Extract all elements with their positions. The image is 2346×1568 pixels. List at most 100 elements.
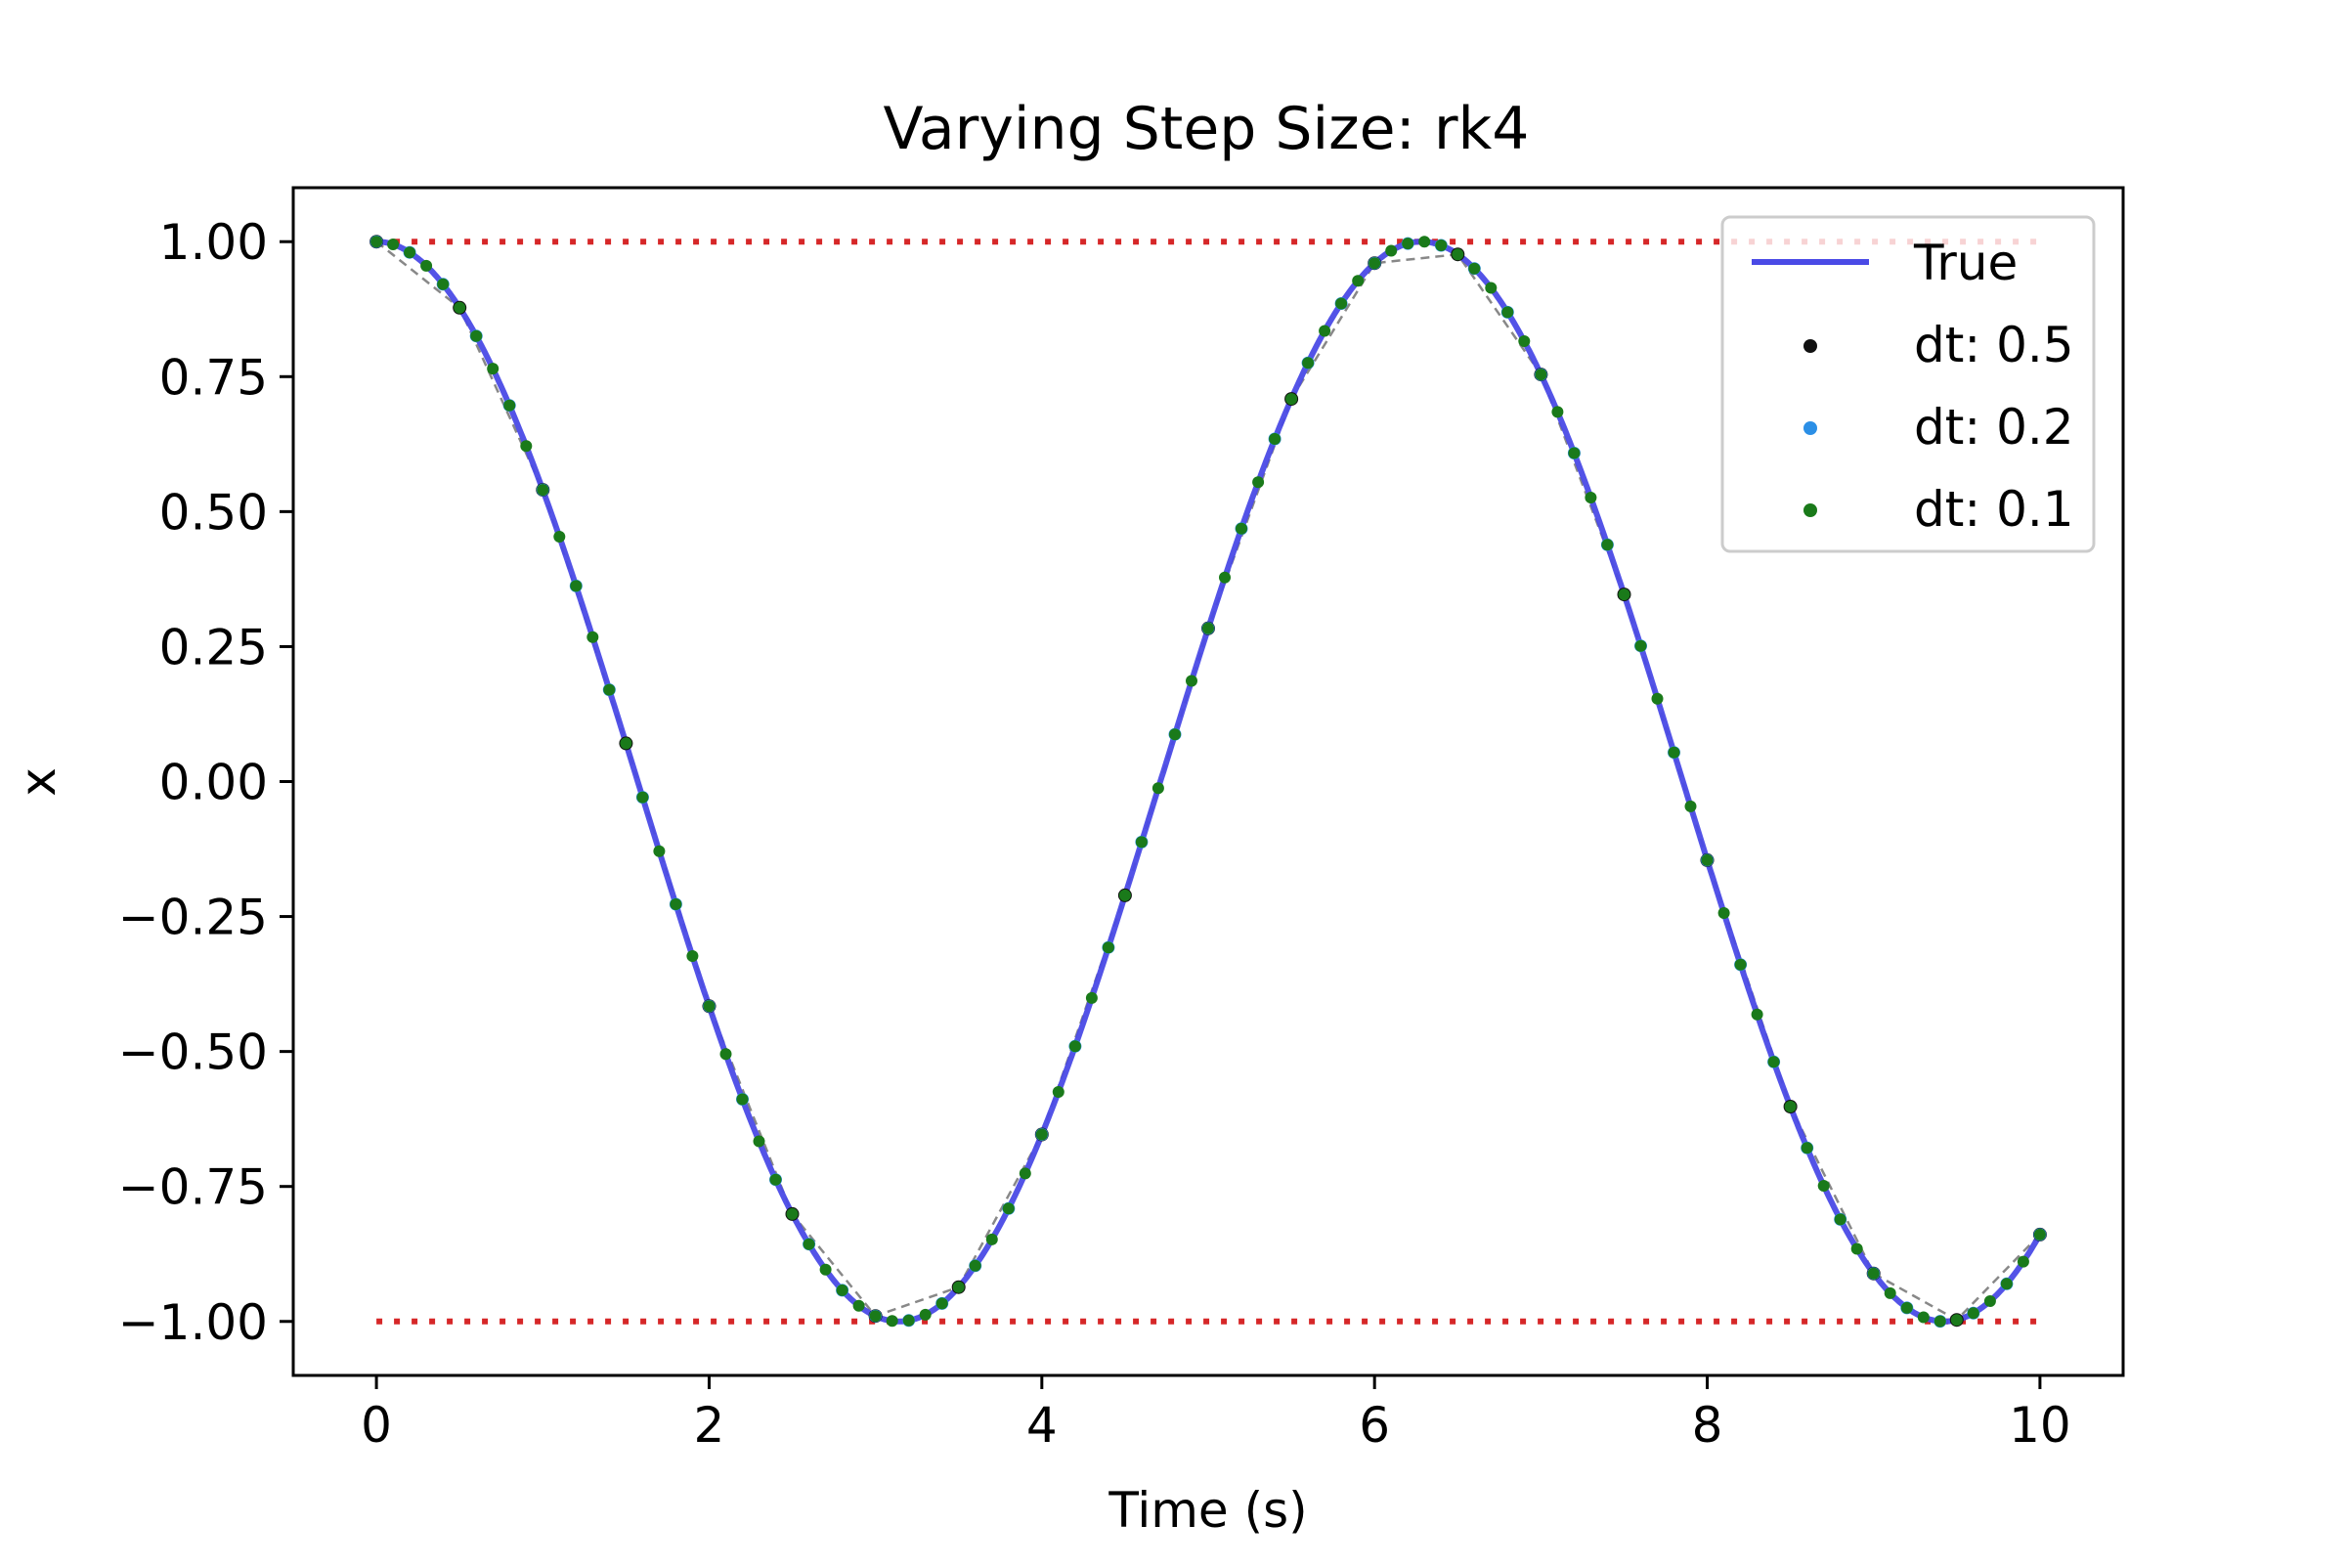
dt-0.1-point (1019, 1167, 1031, 1180)
dt-0.1-point (1219, 571, 1231, 584)
dt-0.1-point (919, 1308, 932, 1321)
dt-0.1-point (803, 1238, 815, 1250)
dt-0.1-point (1169, 728, 1181, 741)
dt-0.1-point (1135, 836, 1148, 849)
dt-0.1-point (1535, 369, 1547, 381)
dt-0.1-point (1002, 1202, 1015, 1215)
dt-0.1-point (1834, 1213, 1846, 1226)
dt-0.1-point (1485, 282, 1498, 294)
dt-0.1-point (935, 1297, 948, 1310)
dt-0.1-point (1950, 1314, 1963, 1327)
dt-0.1-point (404, 246, 416, 259)
dt-0.1-point (1884, 1286, 1896, 1299)
y-axis: 1.00 0.75 0.50 0.25 0.00 −0.25 −0.50 −0.75 −1.00 (118, 214, 293, 1351)
dt-0.1-point (1634, 639, 1647, 652)
dt-0.1-point (1767, 1056, 1780, 1068)
dt-0.1-point (1518, 335, 1531, 347)
dt-0.1-point (1068, 1040, 1081, 1053)
dt-0.1-point (670, 898, 682, 910)
dt-0.1-point (487, 363, 500, 375)
y-tick-label: 0.50 (159, 484, 268, 541)
dt-0.1-point (553, 531, 566, 543)
y-tick-label: 0.25 (159, 619, 268, 675)
x-axis: 0 2 4 6 8 10 (361, 1375, 2071, 1454)
dt-0.1-point (1435, 240, 1448, 251)
dt-0.1-point (1900, 1301, 1913, 1314)
dt-0.1-point (636, 791, 649, 804)
dt-0.1-point (1302, 357, 1315, 370)
dt-0.1-point (1501, 306, 1514, 319)
dt-0.1-point (1701, 853, 1714, 866)
dt-0.1-point (1601, 539, 1614, 551)
dt-0.1-point (1385, 244, 1398, 257)
dt-0.1-point (620, 737, 632, 750)
dt-0.1-point (819, 1263, 832, 1276)
dt-0.1-point (1319, 325, 1331, 337)
dt-0.1-point (1585, 492, 1597, 503)
dt-0.1-point (1933, 1315, 1946, 1328)
dt-0.1-point (1285, 393, 1298, 406)
legend-label: dt: 0.2 (1914, 399, 2074, 456)
dt-0.1-point (736, 1093, 749, 1106)
dt-0.1-point (769, 1173, 782, 1186)
y-tick-label: 0.00 (159, 755, 268, 811)
chart-title: Varying Step Size: rk4 (884, 95, 1530, 163)
dt-0.1-point (1269, 433, 1282, 445)
dt-0.1-point (570, 580, 583, 592)
dt-0.1-point (1335, 297, 1348, 310)
legend-item: dt: 0.2 (1803, 399, 2074, 456)
dt-0.1-point (2017, 1255, 2029, 1268)
dt-0.1-point (1352, 275, 1365, 287)
legend-swatch-marker (1803, 339, 1817, 353)
legend-item: True (1752, 235, 2018, 291)
dt-0.1-point (1551, 406, 1564, 418)
dt-0.1-point (1186, 675, 1197, 687)
dt-0.1-point (387, 239, 400, 250)
dt-0.1-point (1684, 800, 1697, 812)
dt-0.1-point (1052, 1086, 1064, 1098)
legend-swatch-marker (1803, 503, 1817, 517)
legend-item: dt: 0.1 (1803, 481, 2074, 538)
dt-0.1-point (902, 1314, 915, 1327)
dt-0.1-point (1151, 782, 1164, 795)
dt-0.1-point (1651, 692, 1664, 705)
dt-0.1-point (370, 236, 383, 248)
x-tick-label: 10 (2009, 1397, 2071, 1454)
y-axis-label: x (10, 767, 66, 797)
dt-0.1-point (969, 1259, 981, 1272)
dt-0.1-point (454, 301, 466, 314)
x-tick-label: 0 (361, 1397, 392, 1454)
dt-0.1-point (1801, 1142, 1813, 1154)
x-tick-label: 8 (1692, 1397, 1723, 1454)
dt-0.1-point (1917, 1311, 1930, 1324)
dt-0.1-point (586, 631, 599, 643)
dt-0.1-point (503, 399, 516, 412)
dt-0.1-point (1817, 1180, 1830, 1192)
dt-0.1-point (470, 329, 483, 342)
dt-0.1-point (1452, 248, 1464, 261)
dt-0.1-point (520, 440, 533, 453)
legend-label: True (1913, 235, 2018, 291)
dt-0.1-point (836, 1284, 848, 1296)
x-axis-label: Time (s) (1108, 1482, 1307, 1539)
dt-0.1-point (952, 1281, 965, 1293)
x-tick-label: 2 (694, 1397, 725, 1454)
y-tick-label: −0.50 (118, 1024, 268, 1081)
dt-0.1-point (1252, 476, 1265, 489)
plot-area (369, 235, 2047, 1328)
dt-0.1-point (719, 1048, 732, 1061)
dt-0.1-point (420, 259, 433, 272)
legend-swatch-marker (1803, 421, 1817, 435)
dt-0.1-point (786, 1207, 799, 1220)
dt-0.1-point (1468, 262, 1481, 275)
dt-0.1-point (869, 1310, 882, 1323)
y-tick-label: −0.75 (118, 1159, 268, 1216)
dt-0.1-point (686, 950, 699, 962)
dt-0.1-point (2000, 1278, 2013, 1290)
dt-0.1-point (537, 484, 549, 497)
dt-0.1-point (1717, 907, 1730, 919)
dt-0.1-point (1618, 588, 1630, 601)
dt-0.1-point (703, 1000, 716, 1013)
